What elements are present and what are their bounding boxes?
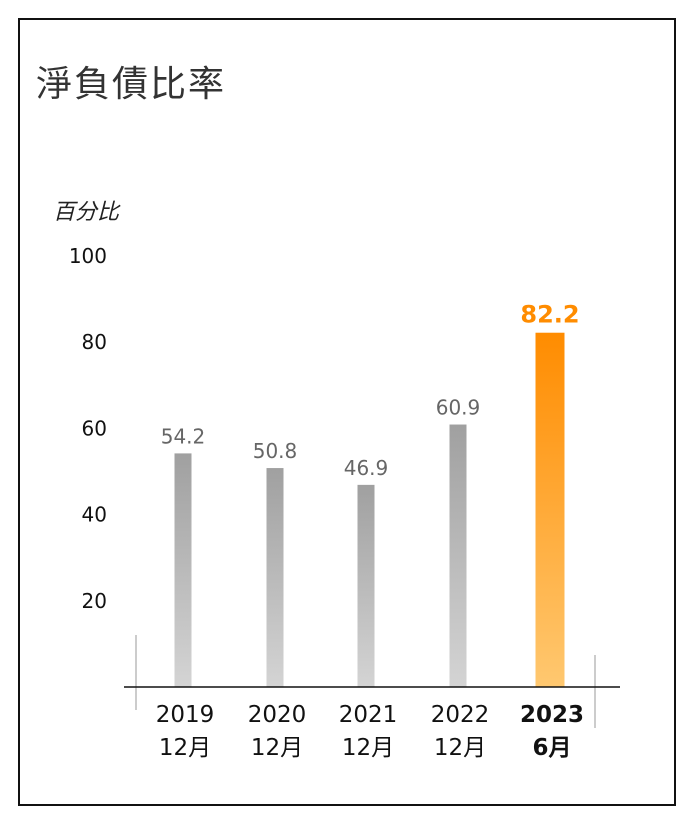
x-tick-label: 6月 [532,735,571,761]
x-tick-label: 12月 [342,735,394,761]
x-tick-label: 2020 [248,702,307,728]
chart-frame [18,18,676,806]
bar [174,453,192,687]
y-axis-label: 百分比 [53,200,120,225]
y-tick-label: 40 [82,503,107,527]
x-tick-label: 2023 [520,702,584,728]
data-label: 54.2 [161,424,206,448]
x-tick-label: 12月 [159,735,211,761]
x-tick-label: 12月 [434,735,486,761]
bar [266,468,284,687]
y-tick-label: 80 [82,330,107,354]
x-tick-label: 2019 [156,702,215,728]
data-label: 46.9 [344,456,389,480]
y-tick-label: 60 [82,416,107,440]
data-label: 60.9 [436,396,481,420]
x-tick-label: 2021 [339,702,398,728]
bar [535,332,565,687]
x-tick-label: 12月 [251,735,303,761]
x-tick-label: 2022 [431,702,490,728]
y-tick-label: 100 [69,244,107,268]
bar [449,424,467,687]
bar [357,484,375,687]
y-tick-label: 20 [82,589,107,613]
chart-title: 淨負債比率 [36,64,227,105]
data-label: 50.8 [253,439,298,463]
data-label: 82.2 [520,301,579,329]
